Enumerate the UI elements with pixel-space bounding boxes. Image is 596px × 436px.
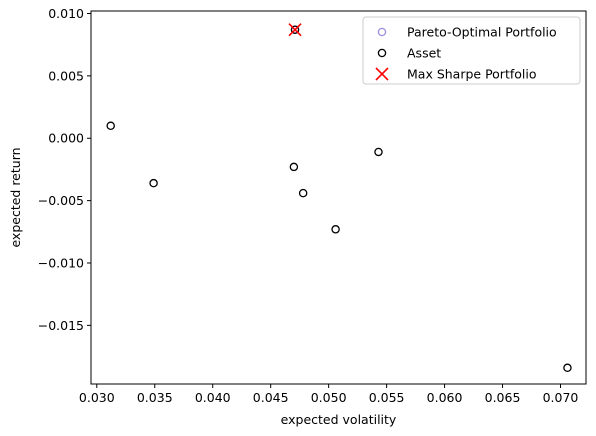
x-tick-label: 0.035 — [137, 390, 173, 405]
x-tick-label: 0.055 — [369, 390, 405, 405]
x-tick-label: 0.060 — [427, 390, 463, 405]
y-axis-ticks: 0.010 0.005 0.000 −0.005 −0.010 −0.015 — [38, 6, 91, 333]
legend-label-max-sharpe-portfolio: Max Sharpe Portfolio — [407, 67, 537, 82]
x-axis-ticks: 0.030 0.035 0.040 0.045 0.050 0.055 0.060 0.065… — [79, 384, 579, 405]
asset-point — [150, 180, 157, 187]
x-tick-label: 0.030 — [79, 390, 115, 405]
x-tick-label: 0.045 — [253, 390, 289, 405]
x-tick-label: 0.065 — [485, 390, 521, 405]
legend: Pareto-Optimal Portfolio Asset Max Sharpe … — [363, 17, 580, 84]
legend-label-asset: Asset — [407, 46, 441, 61]
x-tick-label: 0.050 — [311, 390, 347, 405]
asset-point — [332, 226, 339, 233]
y-tick-label: 0.010 — [48, 6, 84, 21]
asset-point — [290, 163, 297, 170]
y-tick-label: 0.000 — [48, 131, 84, 146]
x-axis-label: expected volatility — [281, 412, 397, 427]
asset-point — [300, 190, 307, 197]
asset-point — [375, 148, 382, 155]
legend-label-pareto-optimal-portfolio: Pareto-Optimal Portfolio — [407, 25, 557, 40]
y-tick-label: 0.005 — [48, 68, 84, 83]
asset-point — [564, 364, 571, 371]
y-tick-label: −0.015 — [38, 318, 84, 333]
x-tick-label: 0.040 — [195, 390, 231, 405]
y-axis-label: expected return — [8, 147, 23, 247]
asset-point — [107, 122, 114, 129]
y-tick-label: −0.005 — [38, 193, 84, 208]
x-tick-label: 0.070 — [543, 390, 579, 405]
y-tick-label: −0.010 — [38, 255, 84, 270]
